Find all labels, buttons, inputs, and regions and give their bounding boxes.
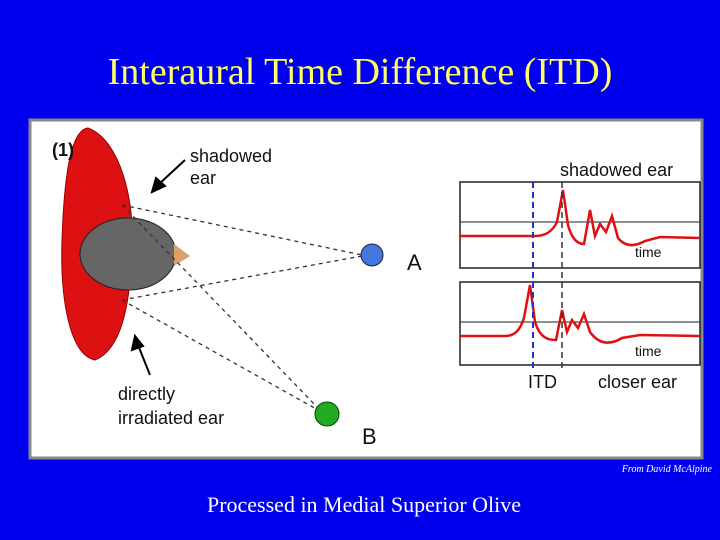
- caption: Processed in Medial Superior Olive: [207, 492, 521, 517]
- pointer-arrows: [130, 159, 186, 376]
- lower-trace-label: closer ear: [598, 372, 677, 392]
- head: [79, 217, 177, 291]
- time-axis-label: time: [635, 244, 662, 260]
- slide-title: Interaural Time Difference (ITD): [108, 51, 613, 93]
- credit: From David McAlpine: [621, 464, 713, 475]
- nose: [174, 244, 190, 266]
- itd-label: ITD: [528, 372, 557, 392]
- irradiated-ear-label: irradiated ear: [118, 408, 224, 428]
- source-a: [360, 243, 384, 267]
- shadowed-ear-label: shadowed: [190, 146, 272, 166]
- source-b-label: B: [362, 424, 377, 449]
- panel-label: (1): [52, 140, 74, 160]
- upper-waveform: [460, 189, 701, 247]
- sound-paths: [121, 204, 363, 411]
- source-b: [314, 401, 340, 427]
- irradiated-ear-label: directly: [118, 384, 175, 404]
- upper-trace-label: shadowed ear: [560, 160, 673, 180]
- source-a-label: A: [407, 250, 422, 275]
- shadowed-ear-label: ear: [190, 168, 216, 188]
- lower-waveform: [460, 284, 701, 344]
- time-axis-label: time: [635, 343, 662, 359]
